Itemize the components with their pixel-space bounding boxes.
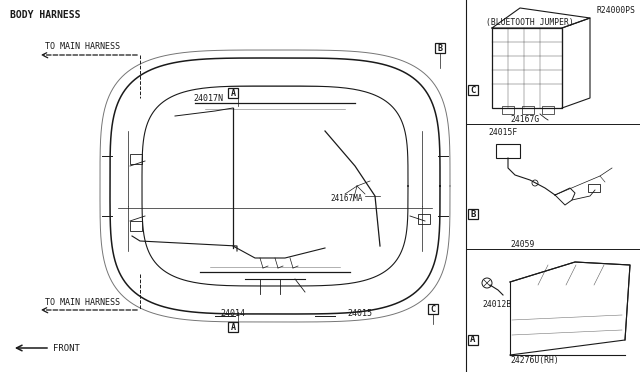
Bar xyxy=(418,214,430,224)
Bar xyxy=(130,221,142,231)
Bar xyxy=(468,85,478,95)
Text: B: B xyxy=(470,209,476,218)
Bar xyxy=(522,106,534,114)
Bar xyxy=(502,106,514,114)
Text: 24059: 24059 xyxy=(510,240,534,249)
Text: TO MAIN HARNESS: TO MAIN HARNESS xyxy=(45,42,120,51)
Bar xyxy=(228,88,238,98)
Bar xyxy=(428,304,438,314)
Bar xyxy=(542,106,554,114)
Text: C: C xyxy=(431,305,435,314)
Bar xyxy=(496,144,520,158)
Text: A: A xyxy=(470,336,476,344)
Text: A: A xyxy=(230,89,236,97)
Text: C: C xyxy=(470,86,476,94)
Text: 24276U(RH): 24276U(RH) xyxy=(510,356,559,365)
Text: 24015F: 24015F xyxy=(488,128,517,137)
Text: R24000PS: R24000PS xyxy=(597,6,636,15)
Text: (BLUETOOTH JUMPER): (BLUETOOTH JUMPER) xyxy=(486,18,573,27)
Text: TO MAIN HARNESS: TO MAIN HARNESS xyxy=(45,298,120,307)
Bar xyxy=(435,43,445,53)
Text: 24017N: 24017N xyxy=(193,94,223,103)
Text: 24014: 24014 xyxy=(220,309,245,318)
Bar xyxy=(492,28,562,108)
Text: 24167G: 24167G xyxy=(510,115,540,124)
Bar xyxy=(588,184,600,192)
Text: B: B xyxy=(438,44,442,52)
Bar xyxy=(130,154,142,164)
Bar xyxy=(468,335,478,345)
Text: FRONT: FRONT xyxy=(53,344,80,353)
Text: 24167MA: 24167MA xyxy=(330,194,362,203)
Text: BODY HARNESS: BODY HARNESS xyxy=(10,10,81,20)
Text: A: A xyxy=(230,323,236,331)
Bar xyxy=(228,322,238,332)
Bar xyxy=(468,209,478,219)
Text: 24012B: 24012B xyxy=(482,300,511,309)
Text: 24015: 24015 xyxy=(347,309,372,318)
